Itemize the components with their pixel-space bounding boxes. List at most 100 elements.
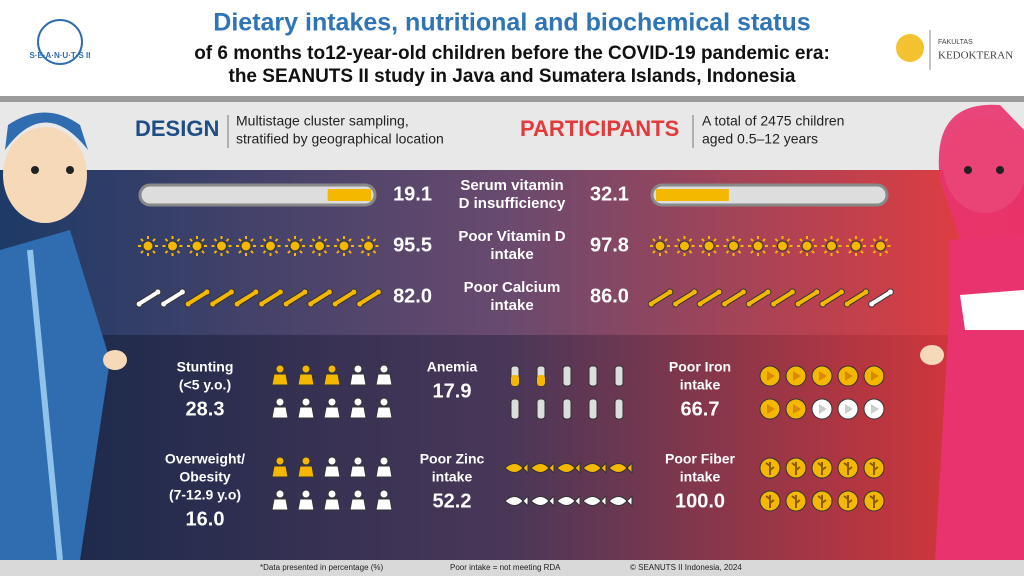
bone: [819, 404, 827, 414]
tube-icon: [614, 365, 624, 387]
stalk: [791, 495, 801, 508]
ray: [848, 250, 852, 254]
sun-icon: [699, 236, 719, 256]
bone-icon: [160, 288, 186, 308]
bone-icon: [331, 288, 358, 308]
ray: [225, 250, 230, 254]
stalk: [843, 495, 853, 508]
head: [301, 364, 311, 374]
body: [323, 406, 341, 419]
tube: [588, 365, 598, 387]
person-icon: [297, 489, 315, 511]
bone: [767, 404, 775, 414]
head: [379, 397, 389, 407]
head: [301, 397, 311, 407]
tube-icon: [588, 365, 598, 387]
ray: [336, 250, 340, 254]
bone: [307, 288, 333, 308]
sun-icon: [162, 236, 183, 256]
bar-fill: [656, 189, 729, 201]
ray: [701, 250, 705, 254]
participants-text: A total of 2475 children: [702, 113, 844, 129]
stalk: [869, 462, 879, 475]
sun: [142, 240, 154, 252]
bone-icon: [647, 288, 674, 308]
ray: [164, 250, 169, 254]
bone: [845, 371, 853, 381]
body: [297, 373, 315, 386]
ray: [811, 238, 815, 242]
bone: [794, 288, 821, 308]
sun: [338, 240, 350, 252]
ray: [164, 238, 169, 242]
ray: [360, 238, 365, 242]
bone-icon: [868, 288, 894, 308]
meat-icon: [811, 398, 833, 420]
sun: [216, 240, 227, 252]
tube: [536, 398, 546, 420]
stalk: [765, 495, 775, 508]
left-value: 82.0: [393, 285, 432, 307]
head: [327, 364, 337, 374]
tube-icon: [510, 365, 520, 387]
fish-icon: [608, 461, 633, 475]
logo-left: S·E·A·N·U·T·S II: [30, 51, 91, 60]
body: [349, 373, 367, 386]
sun-icon: [211, 236, 232, 256]
sun-icon: [846, 236, 866, 256]
person-icon: [271, 489, 289, 511]
grain-icon: [863, 457, 885, 479]
ray: [348, 250, 352, 254]
sun: [752, 240, 764, 252]
head: [301, 489, 311, 499]
sun-icon: [285, 236, 305, 256]
indicator-value: 66.7: [681, 398, 720, 420]
tube-icon: [536, 365, 546, 387]
sun: [679, 240, 690, 252]
fish: [582, 461, 607, 475]
ray: [835, 238, 840, 242]
ray: [799, 250, 803, 254]
head: [327, 397, 337, 407]
logo-right-mark: [896, 34, 924, 62]
indicator-label: intake: [680, 469, 721, 485]
ray: [811, 250, 815, 254]
sun-icon: [236, 236, 256, 256]
bone: [331, 288, 358, 308]
head: [353, 456, 363, 466]
bone: [647, 288, 674, 308]
bone-icon: [721, 288, 747, 308]
sun-icon: [821, 236, 842, 256]
indicator-label: Poor Fiber: [665, 451, 736, 467]
bone: [845, 404, 853, 414]
fish: [556, 461, 581, 475]
ray: [176, 238, 181, 242]
design-text: stratified by geographical location: [236, 131, 444, 147]
bone: [356, 288, 382, 308]
indicator-label: intake: [680, 377, 721, 393]
fish-icon: [530, 461, 555, 475]
body: [271, 373, 289, 386]
person-icon: [323, 456, 341, 478]
right-character: [920, 104, 1024, 560]
stalk: [765, 462, 775, 475]
bone-icon: [135, 288, 162, 308]
sun: [654, 240, 666, 252]
divider: [0, 96, 1024, 102]
body: [323, 498, 341, 511]
ray: [238, 250, 242, 254]
sun: [240, 240, 252, 252]
body: [375, 373, 393, 386]
person-icon: [271, 456, 289, 478]
ray: [774, 238, 779, 242]
sun-icon: [358, 236, 379, 256]
grain-icon: [759, 490, 781, 512]
grain-icon: [837, 457, 859, 479]
ray: [372, 250, 377, 254]
sun-icon: [748, 236, 768, 256]
subtitle: the SEANUTS II study in Java and Sumater…: [229, 66, 796, 87]
indicator-value: 28.3: [186, 398, 225, 420]
body: [297, 406, 315, 419]
ray: [250, 238, 254, 242]
head: [327, 489, 337, 499]
